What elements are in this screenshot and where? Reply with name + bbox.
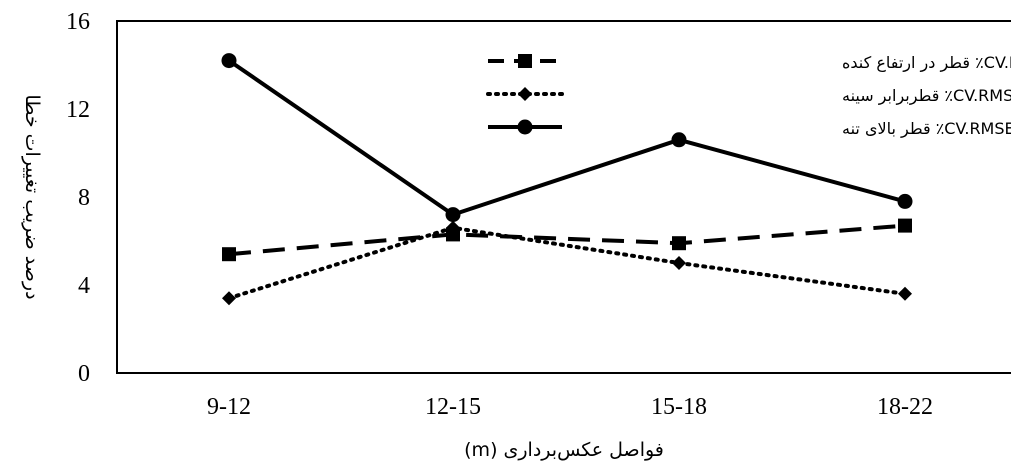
y-tick-label: 4 [78, 273, 90, 299]
legend-label: CV.RMSE٪ قطر بالای تنه [842, 119, 1011, 139]
series-line [228, 223, 906, 257]
legend-label: CV.RMSE٪ قطربرابر سینه [842, 86, 1011, 106]
data-point-diamond [898, 286, 912, 301]
legend-marker-square [518, 54, 532, 68]
legend-marker-diamond [518, 87, 532, 101]
y-tick-label: 12 [66, 97, 90, 123]
data-point-circle [445, 207, 461, 223]
x-tick-label: 9-12 [207, 394, 251, 420]
data-point-circle [897, 193, 913, 209]
y-tick-label: 8 [78, 185, 90, 211]
y-tick-label: 16 [66, 9, 90, 35]
series-dashed [222, 218, 912, 262]
series-dotted [222, 220, 912, 306]
series-solid [221, 53, 913, 223]
data-point-circle [221, 53, 237, 69]
data-point-square [898, 218, 912, 233]
data-point-diamond [446, 220, 460, 235]
legend-marker-circle [517, 119, 533, 135]
data-point-square [222, 247, 236, 262]
series-layer [221, 53, 913, 306]
data-point-diamond [672, 256, 686, 270]
x-tick-label: 12-15 [425, 394, 481, 420]
legend-label: CV.RMSE٪ قطر در ارتفاع کنده [842, 53, 1011, 73]
y-tick-label: 0 [78, 361, 90, 387]
legend-entry: CV.RMSE٪ قطربرابر سینه [486, 86, 1011, 106]
data-point-diamond [222, 291, 236, 306]
legend: CV.RMSE٪ قطر در ارتفاع کنده CV.RMSE٪ قطرب… [486, 53, 1011, 139]
x-axis-ticks: 9-12 12-15 15-18 18-22 [207, 394, 933, 420]
series-line [227, 58, 906, 217]
plot-area [116, 20, 1011, 374]
legend-entry: CV.RMSE٪ قطر در ارتفاع کنده [488, 53, 1011, 73]
x-axis-title: فواصل عکس‌برداری (m) [464, 439, 664, 461]
data-point-square [672, 236, 686, 251]
legend-entry: CV.RMSE٪ قطر بالای تنه [488, 119, 1011, 139]
series-line [227, 225, 907, 301]
data-point-circle [671, 132, 687, 148]
y-axis-title: درصد ضریب تغییرات خطا [21, 94, 43, 299]
x-tick-label: 18-22 [877, 394, 933, 420]
x-tick-label: 15-18 [651, 394, 707, 420]
y-axis-ticks: 0 4 8 12 16 [66, 9, 90, 387]
